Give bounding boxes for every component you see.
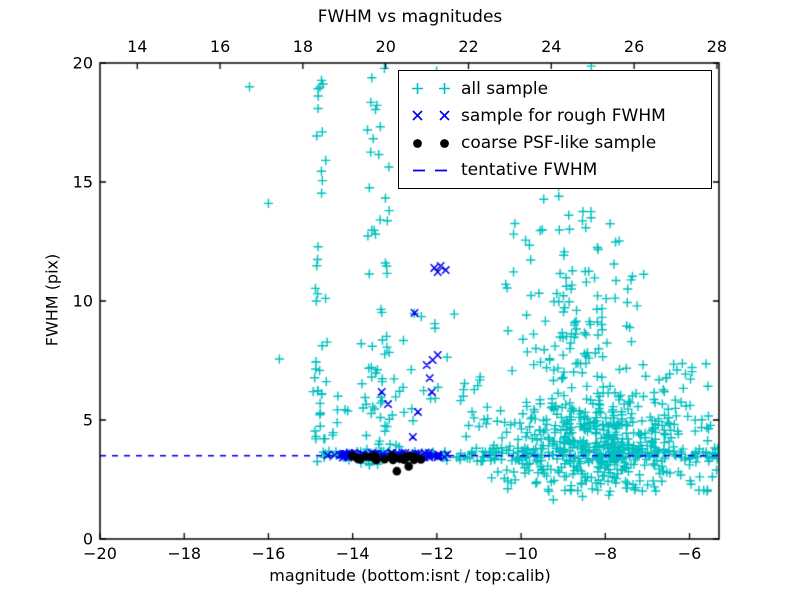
legend-marker-plus-icon xyxy=(399,82,461,95)
x-top-tick-label: 26 xyxy=(623,37,645,56)
legend-marker-dot-icon xyxy=(399,137,461,150)
x-bottom-tick-label: −10 xyxy=(504,544,538,563)
legend-label: sample for rough FWHM xyxy=(461,105,666,126)
x-top-tick-label: 20 xyxy=(375,37,396,56)
plot-title: FWHM vs magnitudes xyxy=(317,7,503,27)
x-bottom-tick-label: −14 xyxy=(335,544,370,563)
legend-item-rough-fwhm: sample for rough FWHM xyxy=(399,103,711,129)
x-top-tick-label: 28 xyxy=(706,37,728,56)
y-tick-label: 10 xyxy=(72,291,93,311)
x-top-tick-label: 18 xyxy=(292,37,314,56)
x-top-tick-label: 14 xyxy=(127,37,148,56)
y-axis-label: FWHM (pix) xyxy=(42,253,62,347)
legend-box: all sample sample for rough FWHM coarse … xyxy=(398,70,712,189)
legend-label: all sample xyxy=(461,78,549,99)
y-tick-label: 0 xyxy=(82,529,93,549)
y-tick-label: 20 xyxy=(72,53,93,73)
x-bottom-tick-label: −20 xyxy=(83,544,117,563)
x-top-tick-label: 16 xyxy=(209,37,231,56)
legend-item-tentative-fwhm: tentative FWHM xyxy=(399,157,711,183)
legend-marker-dash-icon xyxy=(399,164,461,177)
x-bottom-tick-label: −18 xyxy=(167,544,202,563)
legend-label: tentative FWHM xyxy=(461,160,598,181)
x-bottom-tick-label: −6 xyxy=(677,544,702,563)
x-top-tick-label: 22 xyxy=(458,37,479,56)
y-tick-label: 15 xyxy=(72,172,93,192)
x-axis-label: magnitude (bottom:isnt / top:calib) xyxy=(269,566,551,585)
x-bottom-tick-label: −16 xyxy=(251,544,286,563)
x-top-tick-label: 24 xyxy=(541,37,562,56)
y-tick-label: 5 xyxy=(82,410,93,430)
legend-item-psf-like: coarse PSF-like sample xyxy=(399,130,711,156)
legend-item-all-sample: all sample xyxy=(399,76,711,102)
legend-label: coarse PSF-like sample xyxy=(461,133,657,154)
x-bottom-tick-label: −12 xyxy=(419,544,454,563)
x-bottom-tick-label: −8 xyxy=(593,544,618,563)
legend-marker-x-icon xyxy=(399,109,461,122)
